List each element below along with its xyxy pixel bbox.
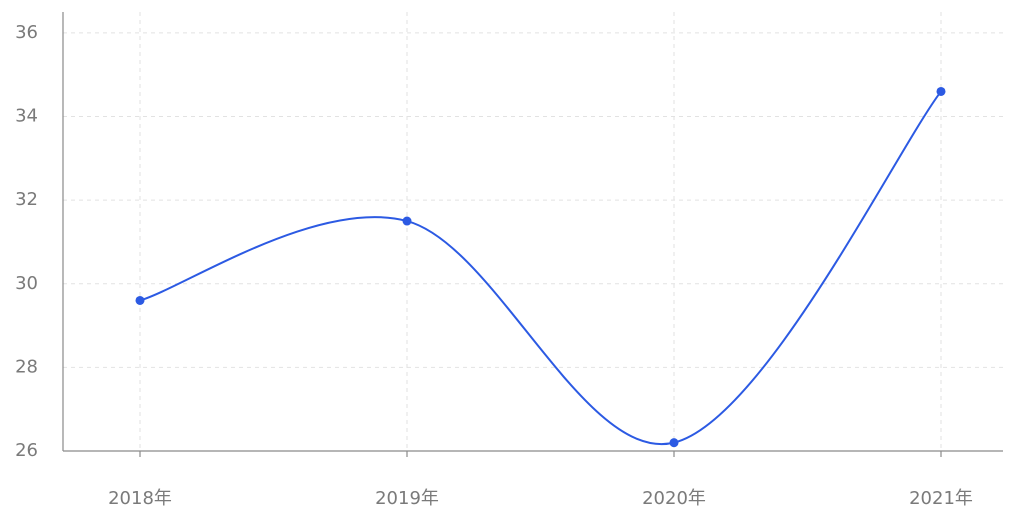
point	[135, 295, 145, 305]
line	[139, 90, 942, 446]
point	[402, 216, 412, 226]
y-tick-label: 30	[15, 273, 38, 294]
y-tick-label: 34	[15, 106, 38, 127]
point	[669, 438, 679, 448]
x-tick-label: 2019年	[375, 488, 439, 509]
x-tick-label: 2020年	[642, 488, 706, 509]
x-tick-label: 2021年	[909, 488, 973, 509]
y-tick-label: 28	[15, 356, 38, 377]
y-tick-label: 32	[15, 189, 38, 210]
x-tick-label: 2018年	[108, 488, 172, 509]
y-tick-label: 26	[15, 440, 38, 461]
y-tick-label: 36	[15, 22, 38, 43]
point	[936, 86, 946, 96]
